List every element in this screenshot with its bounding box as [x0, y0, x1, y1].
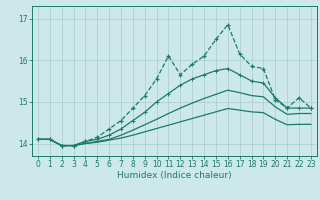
X-axis label: Humidex (Indice chaleur): Humidex (Indice chaleur) — [117, 171, 232, 180]
